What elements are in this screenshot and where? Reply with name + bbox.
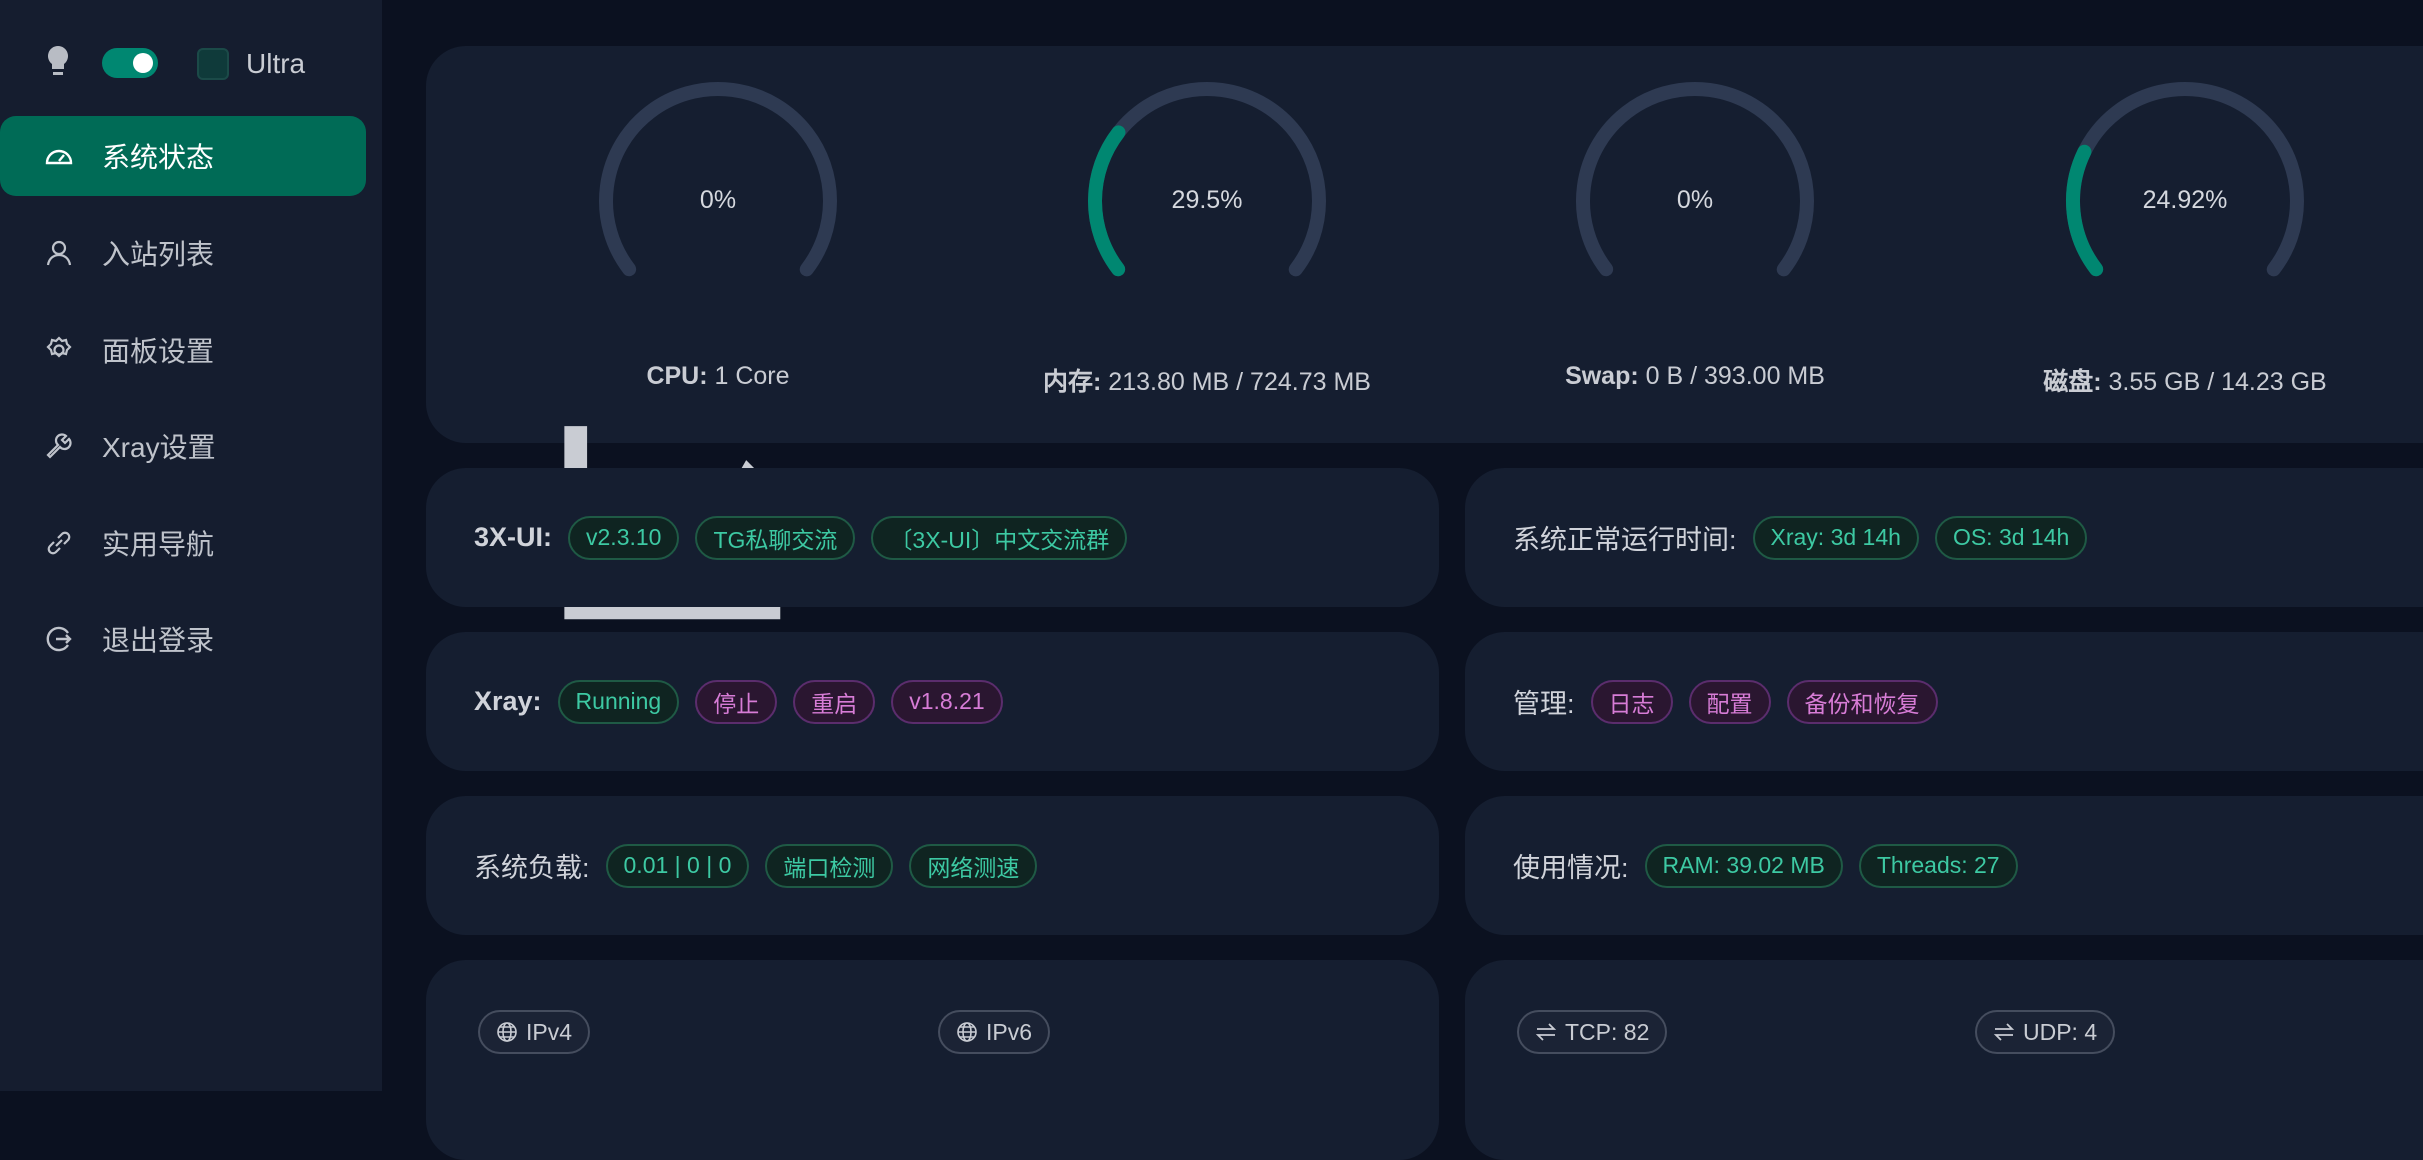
- resource-gauges-card: 0% CPU: 1 Core 29.5% 内存: 213.80 MB / 724…: [426, 46, 2423, 620]
- ipv6-label: IPv6: [986, 1018, 1033, 1045]
- swap-gauge-arc: [1575, 81, 1814, 320]
- load-label: 系统负载:: [474, 853, 590, 883]
- sidebar-top: Ultra: [0, 30, 382, 100]
- logs-button[interactable]: 日志: [1590, 679, 1673, 724]
- ipv6-button[interactable]: IPv6: [938, 1010, 1051, 1054]
- user-icon: [46, 240, 72, 266]
- cpu-label: CPU: 1 Core: [468, 362, 968, 620]
- label-key: Swap:: [1565, 362, 1639, 390]
- label-key: CPU:: [646, 362, 708, 390]
- logout-icon: [46, 626, 72, 652]
- cpu-gauge-arc: [599, 81, 837, 320]
- tcp-tag: TCP: 82: [1517, 1010, 1668, 1054]
- ultra-checkbox[interactable]: [197, 48, 229, 80]
- threads-tag: Threads: 27: [1858, 843, 2018, 888]
- usage-card: 使用情况: RAM: 39.02 MB Threads: 27: [1465, 796, 2423, 935]
- sidebar-item-navigation[interactable]: 实用导航: [0, 503, 366, 583]
- label-key: 内存:: [1043, 368, 1102, 396]
- xray-card: Xray: Running 停止 重启 v1.8.21: [426, 632, 1439, 771]
- gauge-fill: [2066, 81, 2304, 320]
- ip-card: IPv4 IPv6: [426, 960, 1439, 1160]
- usage-label: 使用情况:: [1513, 853, 1629, 883]
- sidebar-item-status[interactable]: 系统状态: [0, 116, 366, 196]
- sidebar-item-label: 退出登录: [102, 625, 215, 656]
- sidebar-item-xray-settings[interactable]: Xray设置: [0, 406, 366, 486]
- swap-gauge: 0% Swap: 0 B / 393.00 MB: [1485, 46, 1905, 390]
- dashboard-icon: [45, 149, 73, 165]
- globe-icon: [957, 1022, 977, 1042]
- swap-percent: 0%: [1676, 186, 1714, 214]
- udp-count: UDP: 4: [2023, 1018, 2098, 1045]
- xray-uptime-tag: Xray: 3d 14h: [1752, 515, 1919, 560]
- swap-label: Swap: 0 B / 393.00 MB: [1445, 362, 1945, 391]
- memory-percent: 29.5%: [1171, 186, 1243, 214]
- sidebar-item-logout[interactable]: 退出登录: [0, 599, 366, 679]
- load-average-tag: 0.01 | 0 | 0: [605, 843, 750, 888]
- sidebar: Ultra 系统状态 入站列表 面板设置 Xray设置 实用导航 退出登录: [0, 0, 382, 1091]
- sidebar-item-label: 入站列表: [102, 239, 215, 270]
- globe-icon: [497, 1022, 517, 1042]
- label-value: 3.55 GB / 14.23 GB: [2108, 368, 2327, 396]
- wrench-icon: [46, 433, 72, 459]
- lightbulb-icon: [48, 46, 68, 75]
- cpu-percent: 0%: [699, 186, 737, 214]
- ram-usage-tag: RAM: 39.02 MB: [1644, 843, 1843, 888]
- uptime-card: 系统正常运行时间: Xray: 3d 14h OS: 3d 14h: [1465, 468, 2423, 607]
- swap-icon: [1993, 1023, 2015, 1041]
- connections-card: TCP: 82 UDP: 4: [1465, 960, 2423, 1160]
- gauge-track: [599, 81, 837, 320]
- gear-icon: [46, 336, 72, 358]
- sidebar-item-label: 实用导航: [102, 529, 215, 560]
- tcp-count: TCP: 82: [1565, 1018, 1650, 1045]
- load-card: 系统负载: 0.01 | 0 | 0 端口检测 网络测速: [426, 796, 1439, 935]
- panel-version-tag[interactable]: v2.3.10: [568, 515, 680, 560]
- chinese-group-link[interactable]: 〔3X-UI〕中文交流群: [871, 515, 1128, 560]
- os-uptime-tag: OS: 3d 14h: [1934, 515, 2088, 560]
- port-check-button[interactable]: 端口检测: [765, 843, 894, 888]
- backup-restore-button[interactable]: 备份和恢复: [1786, 679, 1938, 724]
- panel-info-card: 3X-UI: v2.3.10 TG私聊交流 〔3X-UI〕中文交流群: [426, 468, 1439, 607]
- disk-percent: 24.92%: [2142, 186, 2228, 214]
- tg-chat-link[interactable]: TG私聊交流: [695, 515, 856, 560]
- xray-label: Xray:: [474, 686, 542, 716]
- gauge-fill: [1087, 81, 1326, 320]
- label-key: 磁盘:: [2043, 368, 2102, 396]
- ultra-label: Ultra: [246, 48, 306, 79]
- gauge-track: [1575, 81, 1814, 320]
- theme-toggle[interactable]: [102, 48, 158, 78]
- udp-tag: UDP: 4: [1975, 1010, 2116, 1054]
- cpu-gauge: 0% CPU: 1 Core: [508, 46, 928, 620]
- panel-label: 3X-UI:: [474, 522, 553, 552]
- sidebar-item-label: 系统状态: [102, 142, 215, 173]
- speed-test-button[interactable]: 网络测速: [909, 843, 1038, 888]
- sidebar-item-inbounds[interactable]: 入站列表: [0, 213, 366, 293]
- link-icon: [47, 531, 71, 555]
- label-value: 213.80 MB / 724.73 MB: [1108, 368, 1371, 396]
- restart-xray-button[interactable]: 重启: [793, 679, 876, 724]
- manage-card: 管理: 日志 配置 备份和恢复: [1465, 632, 2423, 771]
- sidebar-item-label: 面板设置: [102, 336, 215, 367]
- config-button[interactable]: 配置: [1688, 679, 1771, 724]
- memory-label: 内存: 213.80 MB / 724.73 MB: [957, 362, 1457, 398]
- uptime-label: 系统正常运行时间:: [1513, 525, 1737, 555]
- label-value: 0 B / 393.00 MB: [1645, 362, 1825, 390]
- ipv4-label: IPv4: [526, 1018, 573, 1045]
- swap-icon: [1535, 1023, 1557, 1041]
- sidebar-item-label: Xray设置: [102, 432, 216, 463]
- sidebar-item-panel-settings[interactable]: 面板设置: [0, 310, 366, 390]
- memory-gauge: 29.5% 内存: 213.80 MB / 724.73 MB: [997, 46, 1417, 396]
- disk-gauge-arc: [2066, 81, 2304, 320]
- memory-gauge-arc: [1087, 81, 1326, 320]
- label-value: 1 Core: [714, 362, 790, 390]
- xray-status-badge: Running: [557, 679, 680, 724]
- disk-label: 磁盘: 3.55 GB / 14.23 GB: [1935, 362, 2423, 398]
- ipv4-button[interactable]: IPv4: [478, 1010, 591, 1054]
- xray-version-button[interactable]: v1.8.21: [891, 679, 1003, 724]
- manage-label: 管理:: [1513, 689, 1575, 719]
- stop-xray-button[interactable]: 停止: [695, 679, 778, 724]
- disk-gauge: 24.92% 磁盘: 3.55 GB / 14.23 GB: [1975, 46, 2395, 396]
